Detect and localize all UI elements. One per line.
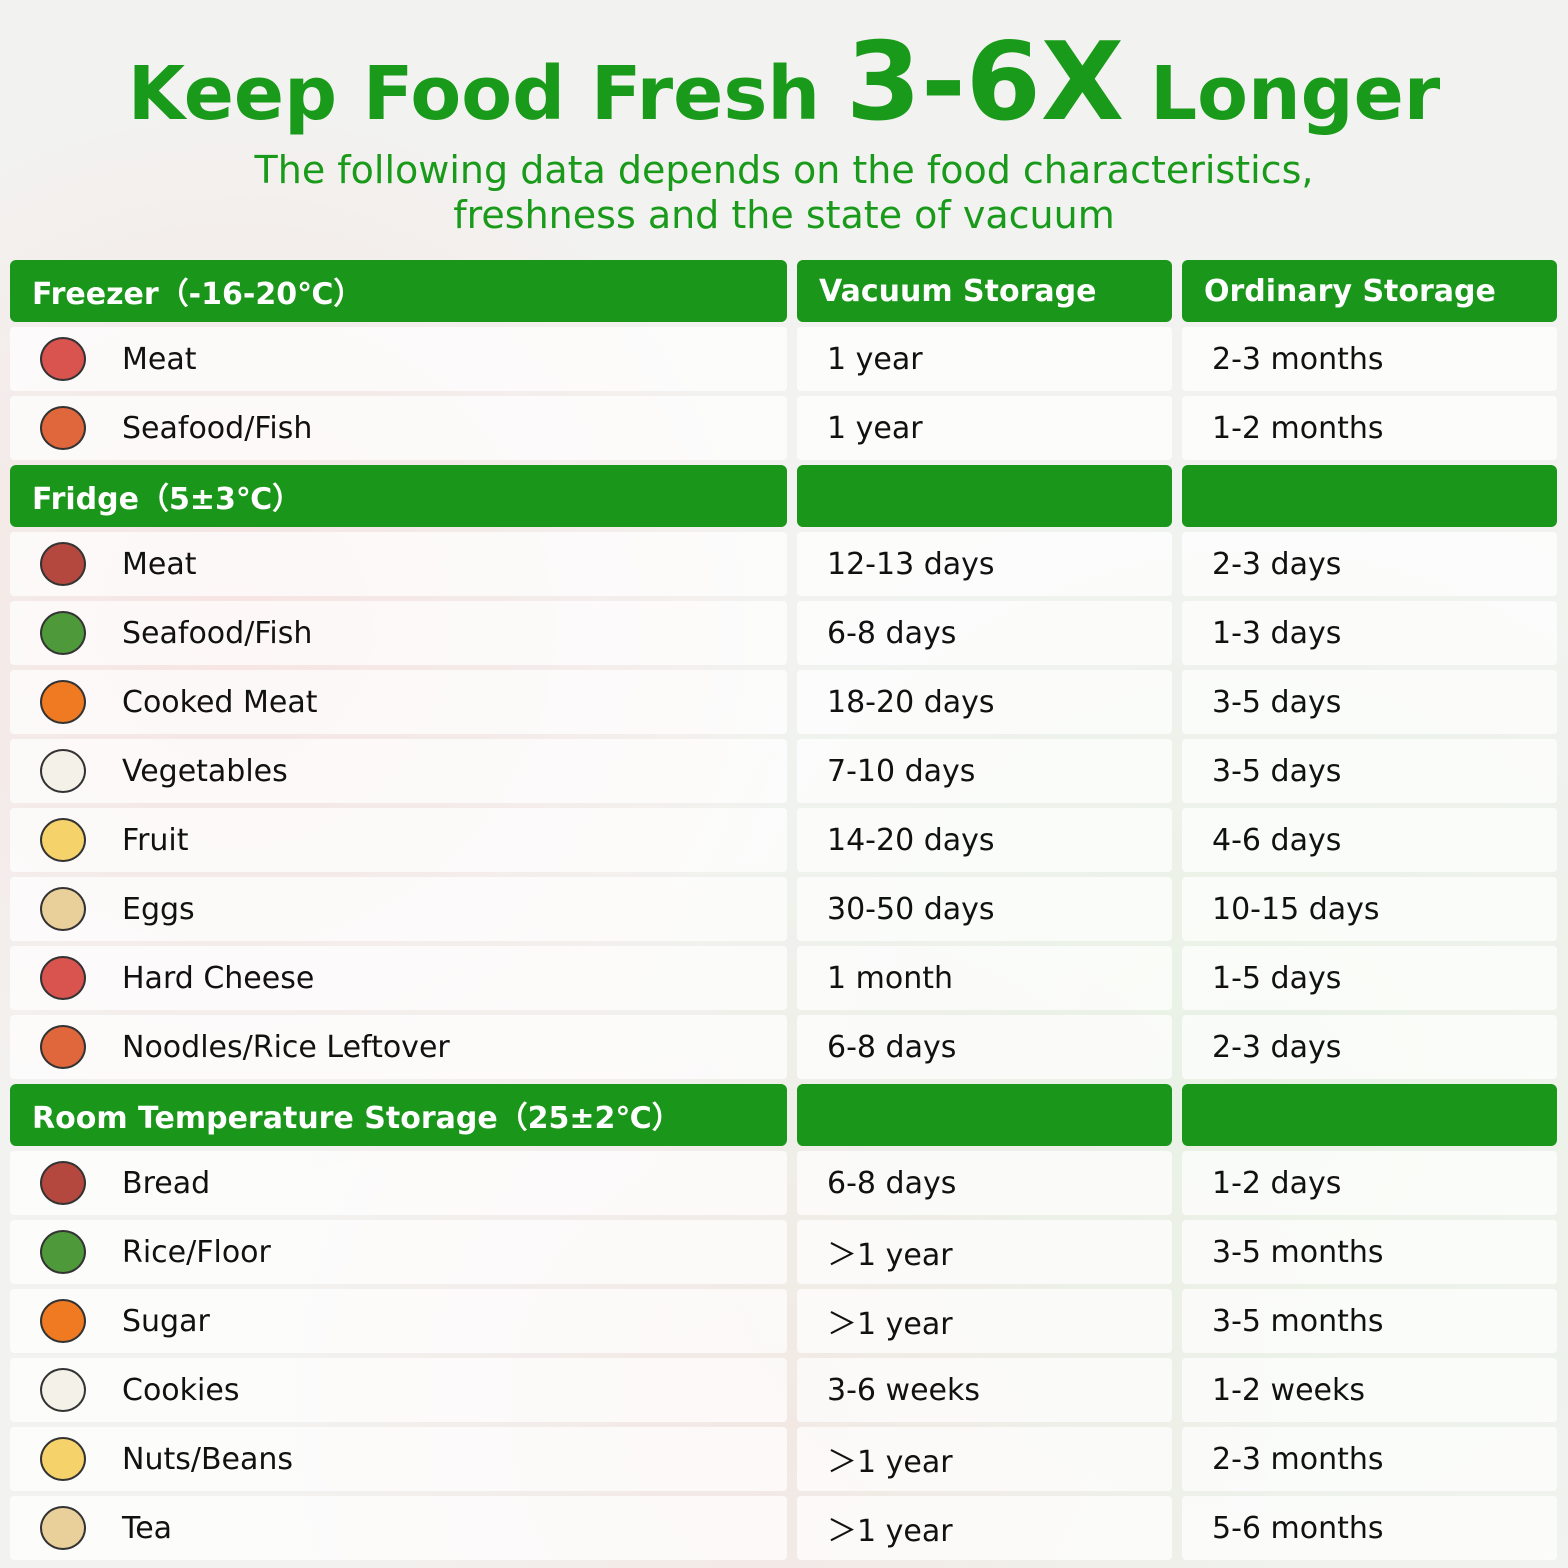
- column-header: Ordinary Storage: [1182, 260, 1557, 322]
- food-icon: [40, 406, 86, 450]
- food-icon: [40, 1368, 86, 1412]
- food-name: Seafood/Fish: [10, 601, 787, 665]
- storage-time: ＞1 year: [797, 1496, 1172, 1560]
- title-part: Longer: [1149, 51, 1441, 137]
- food-icon: [40, 611, 86, 655]
- food-name: Hard Cheese: [10, 946, 787, 1010]
- food-name: Vegetables: [10, 739, 787, 803]
- storage-time: 1-2 months: [1182, 396, 1557, 460]
- storage-time: 5-6 months: [1182, 1496, 1557, 1560]
- food-name: Cooked Meat: [10, 670, 787, 734]
- storage-time: 7-10 days: [797, 739, 1172, 803]
- storage-time: 1-2 days: [1182, 1151, 1557, 1215]
- storage-time: ＞1 year: [797, 1220, 1172, 1284]
- title-highlight: 3-6X: [845, 20, 1125, 145]
- section-header: Freezer（-16-20℃）: [10, 260, 787, 322]
- storage-time: 3-5 days: [1182, 670, 1557, 734]
- storage-time: 30-50 days: [797, 877, 1172, 941]
- food-icon: [40, 1299, 86, 1343]
- food-icon: [40, 749, 86, 793]
- column-header: Vacuum Storage: [797, 260, 1172, 322]
- title: Keep Food Fresh 3-6X Longer: [0, 20, 1568, 145]
- storage-time: 1 year: [797, 327, 1172, 391]
- storage-time: ＞1 year: [797, 1289, 1172, 1353]
- section-header: Fridge（5±3℃）: [10, 465, 787, 527]
- food-icon: [40, 887, 86, 931]
- storage-time: 3-6 weeks: [797, 1358, 1172, 1422]
- title-part: Keep Food Fresh: [127, 51, 821, 137]
- subtitle: The following data depends on the food c…: [254, 148, 1314, 192]
- storage-time: 1-3 days: [1182, 601, 1557, 665]
- food-icon: [40, 1230, 86, 1274]
- column-header: [797, 465, 1172, 527]
- food-icon: [40, 680, 86, 724]
- food-name: Bread: [10, 1151, 787, 1215]
- storage-time: 12-13 days: [797, 532, 1172, 596]
- food-name: Nuts/Beans: [10, 1427, 787, 1491]
- section-header: Room Temperature Storage（25±2℃）: [10, 1084, 787, 1146]
- food-icon: [40, 542, 86, 586]
- storage-time: 14-20 days: [797, 808, 1172, 872]
- food-icon: [40, 1025, 86, 1069]
- column-header: [797, 1084, 1172, 1146]
- storage-time: 4-6 days: [1182, 808, 1557, 872]
- food-name: Cookies: [10, 1358, 787, 1422]
- storage-time: 2-3 days: [1182, 1015, 1557, 1079]
- storage-time: 2-3 months: [1182, 327, 1557, 391]
- storage-time: 2-3 months: [1182, 1427, 1557, 1491]
- storage-time: 3-5 days: [1182, 739, 1557, 803]
- food-name: Eggs: [10, 877, 787, 941]
- storage-time: 1 month: [797, 946, 1172, 1010]
- storage-time: ＞1 year: [797, 1427, 1172, 1491]
- food-name: Noodles/Rice Leftover: [10, 1015, 787, 1079]
- storage-time: 6-8 days: [797, 1151, 1172, 1215]
- food-name: Rice/Floor: [10, 1220, 787, 1284]
- storage-time: 3-5 months: [1182, 1220, 1557, 1284]
- storage-time: 6-8 days: [797, 601, 1172, 665]
- storage-time: 1-2 weeks: [1182, 1358, 1557, 1422]
- storage-time: 1-5 days: [1182, 946, 1557, 1010]
- storage-time: 18-20 days: [797, 670, 1172, 734]
- food-icon: [40, 337, 86, 381]
- food-name: Fruit: [10, 808, 787, 872]
- column-header: [1182, 465, 1557, 527]
- food-icon: [40, 818, 86, 862]
- storage-time: 3-5 months: [1182, 1289, 1557, 1353]
- column-header: [1182, 1084, 1557, 1146]
- food-icon: [40, 1506, 86, 1550]
- food-name: Sugar: [10, 1289, 787, 1353]
- subtitle: freshness and the state of vacuum: [453, 193, 1115, 237]
- food-icon: [40, 1161, 86, 1205]
- food-icon: [40, 956, 86, 1000]
- storage-time: 6-8 days: [797, 1015, 1172, 1079]
- food-name: Meat: [10, 327, 787, 391]
- storage-time: 1 year: [797, 396, 1172, 460]
- storage-time: 10-15 days: [1182, 877, 1557, 941]
- food-icon: [40, 1437, 86, 1481]
- food-name: Meat: [10, 532, 787, 596]
- storage-time: 2-3 days: [1182, 532, 1557, 596]
- food-name: Tea: [10, 1496, 787, 1560]
- food-name: Seafood/Fish: [10, 396, 787, 460]
